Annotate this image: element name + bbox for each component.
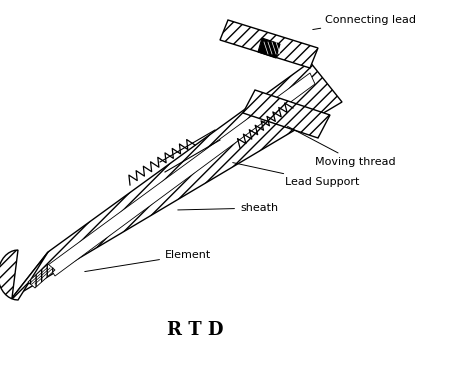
Text: sheath: sheath (178, 203, 278, 213)
Text: R T D: R T D (167, 321, 223, 339)
Polygon shape (0, 250, 48, 300)
Text: Connecting lead: Connecting lead (313, 15, 416, 30)
Polygon shape (12, 62, 342, 298)
Text: Moving thread: Moving thread (287, 126, 396, 167)
Polygon shape (258, 38, 280, 58)
Text: Element: Element (85, 250, 211, 272)
Text: Lead Support: Lead Support (233, 162, 359, 187)
Polygon shape (48, 73, 315, 276)
Polygon shape (220, 20, 318, 68)
Polygon shape (243, 90, 330, 138)
Polygon shape (28, 264, 55, 288)
